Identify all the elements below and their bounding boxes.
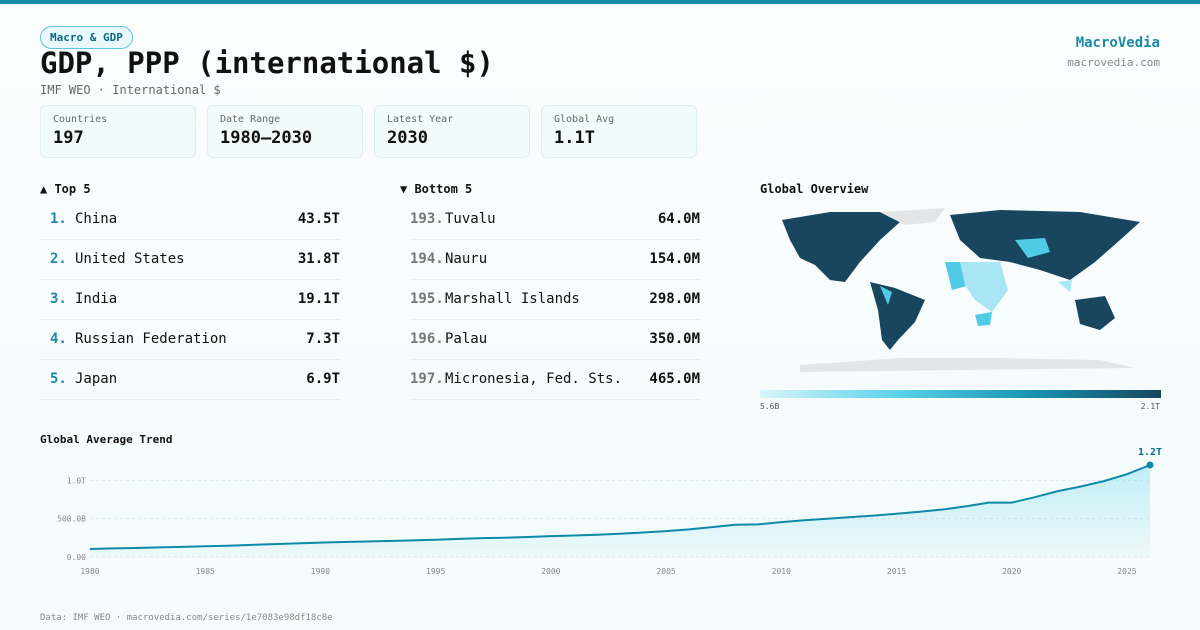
- ranking-row[interactable]: 3. India 19.1T: [40, 279, 340, 320]
- x-tick-label: 2005: [656, 567, 675, 576]
- value: 465.0M: [649, 371, 700, 387]
- stat-label: Countries: [53, 114, 108, 125]
- brand[interactable]: MacroVedia: [1075, 35, 1160, 51]
- rank: 193.: [410, 211, 444, 227]
- stat-label: Global Avg: [554, 114, 615, 125]
- x-tick-label: 1990: [311, 567, 330, 576]
- stat-card: Countries 197: [40, 105, 196, 158]
- trend-line: [89, 464, 1151, 550]
- footer: Data: IMF WEO · macrovedia.com/series/1e…: [40, 613, 333, 623]
- x-tick-label: 2020: [1002, 567, 1021, 576]
- value: 31.8T: [297, 251, 340, 267]
- y-tick-label: 0.00: [67, 553, 86, 562]
- country: India: [75, 291, 118, 307]
- trend-title: Global Average Trend: [40, 433, 173, 446]
- ranking-row[interactable]: 1. China 43.5T: [40, 199, 340, 240]
- x-tick-label: 1980: [80, 567, 99, 576]
- ranking-row[interactable]: 197. Micronesia, Fed. Sts. 465.0M: [410, 359, 700, 400]
- country: Micronesia, Fed. Sts.: [445, 371, 623, 387]
- country: Palau: [445, 331, 488, 347]
- x-tick-label: 2010: [772, 567, 791, 576]
- world-map: [782, 208, 1140, 372]
- ranking-row[interactable]: 196. Palau 350.0M: [410, 319, 700, 360]
- stat-card: Latest Year 2030: [374, 105, 530, 158]
- value: 350.0M: [649, 331, 700, 347]
- rank: 194.: [410, 251, 444, 267]
- y-tick-label: 500.0B: [57, 515, 86, 524]
- stat-value: 1.1T: [554, 128, 595, 148]
- rank: 196.: [410, 331, 444, 347]
- ranking-row[interactable]: 193. Tuvalu 64.0M: [410, 199, 700, 240]
- rank: 197.: [410, 371, 444, 387]
- end-label: 1.2T: [1138, 447, 1162, 458]
- stat-label: Date Range: [220, 114, 281, 125]
- x-tick-label: 2015: [887, 567, 906, 576]
- country: China: [75, 211, 118, 227]
- y-tick-label: 1.0T: [67, 476, 86, 485]
- country: Russian Federation: [75, 331, 227, 347]
- subtitle: IMF WEO · International $: [40, 83, 221, 97]
- ranking-row[interactable]: 5. Japan 6.9T: [40, 359, 340, 400]
- x-tick-label: 1995: [426, 567, 445, 576]
- x-tick-label: 2000: [541, 567, 560, 576]
- bottom-title: ▼ Bottom 5: [400, 182, 473, 196]
- rank: 5.: [50, 371, 67, 387]
- color-scale: [760, 390, 1161, 398]
- country: Marshall Islands: [445, 291, 580, 307]
- value: 6.9T: [306, 371, 340, 387]
- value: 154.0M: [649, 251, 700, 267]
- x-tick-label: 1985: [196, 567, 215, 576]
- rank: 3.: [50, 291, 67, 307]
- category-tag[interactable]: Macro & GDP: [40, 26, 133, 49]
- country: Japan: [75, 371, 118, 387]
- stat-value: 2030: [387, 128, 428, 148]
- scale-max: 2.1T: [1140, 402, 1160, 411]
- top-title: ▲ Top 5: [40, 182, 91, 196]
- value: 64.0M: [657, 211, 700, 227]
- stat-card: Global Avg 1.1T: [541, 105, 697, 158]
- stat-value: 1980–2030: [220, 128, 313, 148]
- x-tick-label: 2025: [1117, 567, 1136, 576]
- ranking-row[interactable]: 194. Nauru 154.0M: [410, 239, 700, 280]
- stat-label: Latest Year: [387, 114, 454, 125]
- page-title: GDP, PPP (international $): [40, 46, 494, 80]
- value: 7.3T: [306, 331, 340, 347]
- area: [90, 465, 1150, 557]
- rank: 195.: [410, 291, 444, 307]
- stat-card: Date Range 1980–2030: [207, 105, 363, 158]
- rank: 1.: [50, 211, 67, 227]
- country: Nauru: [445, 251, 488, 267]
- value: 19.1T: [297, 291, 340, 307]
- end-point: [1146, 461, 1154, 469]
- country: Tuvalu: [445, 211, 496, 227]
- map-title: Global Overview: [760, 182, 869, 196]
- site[interactable]: macrovedia.com: [1067, 56, 1160, 69]
- stat-value: 197: [53, 128, 84, 148]
- rank: 4.: [50, 331, 67, 347]
- ranking-row[interactable]: 4. Russian Federation 7.3T: [40, 319, 340, 360]
- trend-chart: 0.00 500.0B 1.0T 1980 1985 1990 1995 2000 2005 20…: [57, 447, 1162, 576]
- ranking-row[interactable]: 2. United States 31.8T: [40, 239, 340, 280]
- value: 43.5T: [297, 211, 340, 227]
- scale-min: 5.6B: [760, 402, 780, 411]
- value: 298.0M: [649, 291, 700, 307]
- rank: 2.: [50, 251, 67, 267]
- ranking-row[interactable]: 195. Marshall Islands 298.0M: [410, 279, 700, 320]
- top-bar: [0, 0, 1200, 4]
- country: United States: [75, 251, 185, 267]
